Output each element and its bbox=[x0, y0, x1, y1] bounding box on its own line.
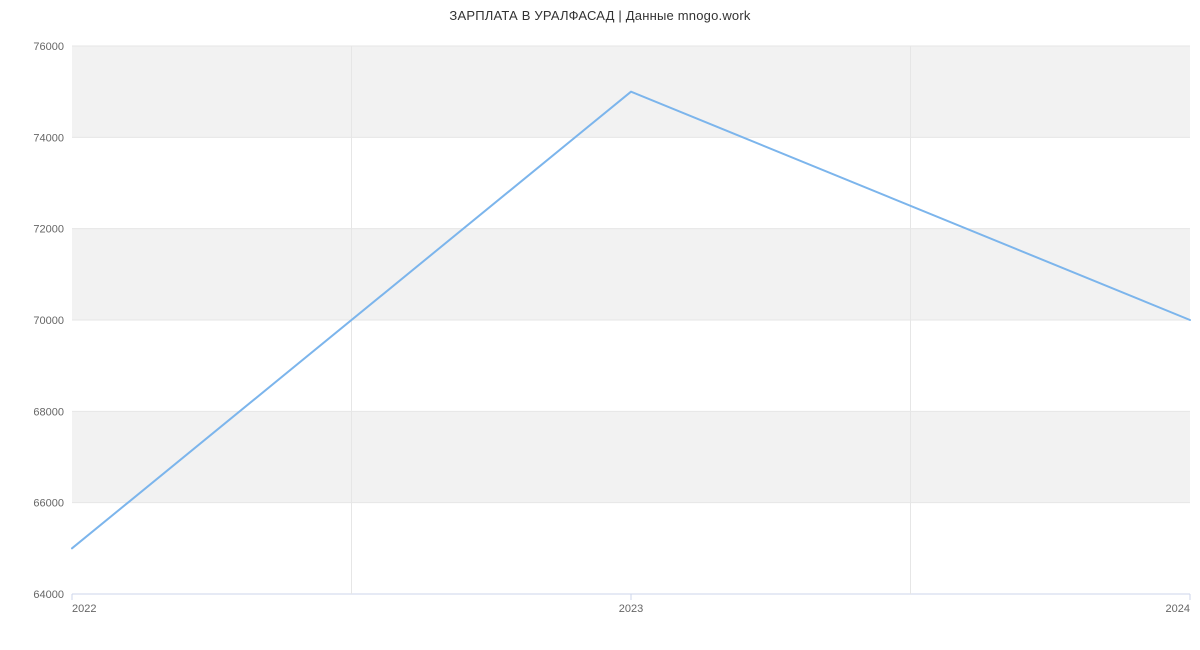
y-tick-label: 72000 bbox=[33, 224, 64, 236]
y-tick-label: 64000 bbox=[33, 589, 64, 601]
y-tick-label: 70000 bbox=[33, 315, 64, 327]
chart-title: ЗАРПЛАТА В УРАЛФАСАД | Данные mnogo.work bbox=[0, 8, 1200, 23]
chart-svg: 64000 66000 68000 70000 72000 74000 76000 2022 2… bbox=[0, 0, 1200, 650]
y-tick-label: 74000 bbox=[33, 132, 64, 144]
y-tick-label: 66000 bbox=[33, 498, 64, 510]
plot-band bbox=[72, 411, 1190, 502]
plot-band bbox=[72, 229, 1190, 320]
x-tick-label: 2024 bbox=[1166, 603, 1190, 615]
x-tick-label: 2023 bbox=[619, 603, 643, 615]
x-tick-label: 2022 bbox=[72, 603, 96, 615]
y-tick-label: 68000 bbox=[33, 406, 64, 418]
y-tick-label: 76000 bbox=[33, 41, 64, 53]
salary-line-chart: ЗАРПЛАТА В УРАЛФАСАД | Данные mnogo.work… bbox=[0, 0, 1200, 650]
